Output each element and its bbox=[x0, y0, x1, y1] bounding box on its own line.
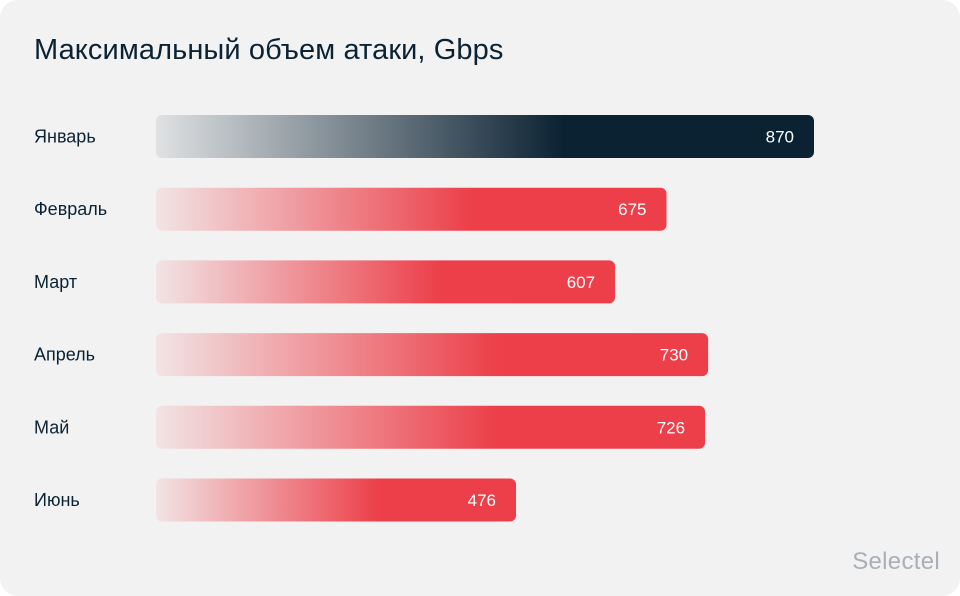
chart-title: Максимальный объем атаки, Gbps bbox=[34, 34, 504, 66]
bar bbox=[156, 333, 709, 377]
category-label: Май bbox=[34, 417, 69, 437]
bar bbox=[156, 405, 706, 449]
bar bbox=[156, 478, 517, 522]
bar bbox=[156, 115, 814, 158]
category-label: Февраль bbox=[34, 199, 107, 219]
bar-value-label: 870 bbox=[766, 128, 794, 147]
category-label: Март bbox=[34, 272, 77, 292]
bar-value-label: 476 bbox=[468, 491, 496, 510]
bar-value-label: 607 bbox=[567, 273, 595, 292]
category-label: Январь bbox=[34, 127, 96, 147]
brand-logo: Selectel bbox=[852, 548, 940, 575]
category-label: Апрель bbox=[34, 345, 95, 365]
bar bbox=[156, 260, 616, 304]
bar-value-label: 726 bbox=[657, 418, 685, 437]
bar bbox=[156, 187, 667, 231]
category-label: Июнь bbox=[34, 490, 80, 510]
bar-value-label: 675 bbox=[618, 200, 646, 219]
bar-value-label: 730 bbox=[660, 346, 688, 365]
